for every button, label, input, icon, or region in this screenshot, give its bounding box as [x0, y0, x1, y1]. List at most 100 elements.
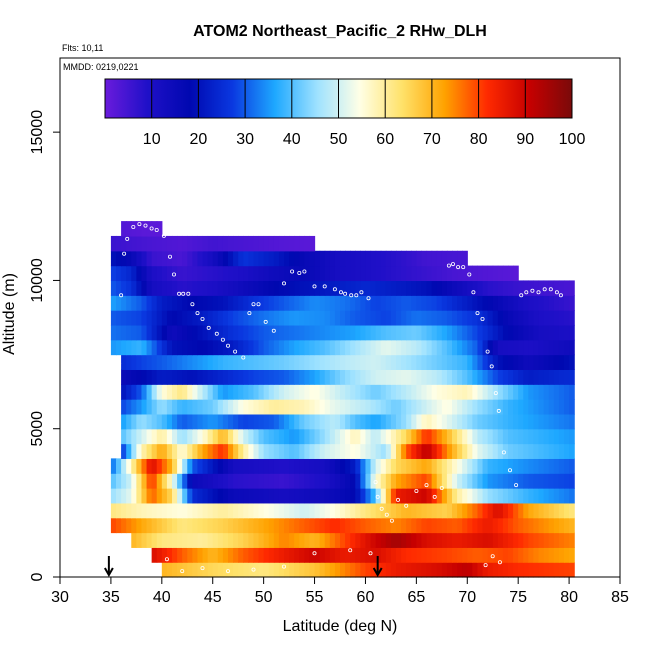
heat-cell	[314, 458, 321, 474]
heat-cell	[212, 473, 219, 489]
heat-cell	[284, 354, 290, 370]
heat-cell	[182, 384, 188, 400]
heat-cell	[136, 310, 143, 326]
heat-cell	[217, 443, 224, 459]
heat-cell	[477, 324, 484, 341]
sample-point	[117, 361, 122, 366]
heat-cell	[416, 280, 423, 296]
heat-cell	[273, 547, 280, 563]
heat-cell	[212, 502, 219, 519]
heat-cell	[411, 473, 417, 489]
heat-cell	[192, 488, 199, 504]
heat-cell	[319, 369, 326, 385]
heat-cell	[233, 547, 239, 563]
heat-cell	[380, 517, 387, 534]
heat-cell	[116, 517, 122, 534]
heat-cell	[202, 562, 209, 578]
heat-cell	[513, 428, 519, 445]
heat-cell	[370, 428, 377, 445]
heat-cell	[207, 532, 214, 548]
heat-cell	[253, 369, 260, 385]
heat-cell	[370, 473, 377, 489]
heat-cell	[217, 413, 224, 430]
heat-cell	[172, 517, 178, 534]
heat-cell	[406, 517, 412, 534]
heat-cell	[523, 295, 529, 311]
heat-cell	[497, 280, 504, 296]
heat-cell	[151, 413, 158, 430]
heat-cell	[253, 280, 260, 296]
heat-cell	[436, 428, 443, 445]
heat-cell	[161, 547, 168, 563]
heat-cell	[329, 502, 336, 519]
heat-cell	[472, 488, 479, 504]
heat-cell	[508, 310, 514, 326]
heat-cell	[411, 295, 417, 311]
heat-cell	[146, 502, 153, 519]
heat-cell	[248, 428, 255, 445]
heat-cell	[161, 428, 168, 445]
heat-cell	[273, 295, 280, 311]
heat-cell	[345, 384, 351, 400]
heat-cell	[299, 280, 305, 296]
heat-cell	[314, 324, 321, 341]
heat-cell	[360, 473, 367, 489]
heat-cell	[477, 310, 484, 326]
heat-cell	[502, 502, 509, 519]
heat-cell	[477, 295, 484, 311]
heat-cell	[263, 324, 270, 341]
heat-cell	[421, 428, 428, 445]
heat-cell	[406, 265, 412, 282]
heat-cell	[278, 339, 285, 356]
heat-cell	[207, 235, 214, 252]
heat-cell	[146, 369, 153, 385]
heat-cell	[345, 502, 351, 519]
heat-cell	[370, 324, 377, 341]
heat-cell	[426, 517, 433, 534]
heat-cell	[416, 399, 423, 415]
heat-cell	[248, 413, 255, 430]
sample-point	[375, 494, 380, 499]
sample-point	[558, 293, 563, 298]
heat-cell	[329, 428, 336, 445]
heat-cell	[212, 369, 219, 385]
heat-cell	[268, 517, 275, 534]
heat-cell	[431, 280, 438, 296]
heat-cell	[263, 265, 270, 282]
heat-cell	[492, 354, 499, 370]
heat-cell	[457, 354, 463, 370]
heat-cell	[309, 265, 316, 282]
heat-cell	[289, 354, 295, 370]
heat-cell	[166, 562, 173, 578]
heat-cell	[446, 562, 453, 578]
heat-cell	[182, 354, 188, 370]
dates-annotation: MMDD: 0219,0221	[63, 62, 139, 72]
heat-cell	[482, 458, 489, 474]
heat-cell	[360, 265, 367, 282]
heat-cell	[309, 295, 316, 311]
heat-cell	[564, 443, 570, 459]
heat-cell	[355, 295, 361, 311]
heat-cell	[299, 399, 305, 415]
heat-cell	[365, 250, 372, 267]
heat-cell	[212, 310, 219, 326]
heat-cell	[177, 473, 183, 489]
heat-cell	[289, 310, 295, 326]
heat-cell	[472, 458, 479, 474]
heat-cell	[228, 280, 234, 296]
heat-cell	[513, 265, 519, 282]
heat-cell	[426, 473, 433, 489]
heat-cell	[228, 250, 234, 267]
heat-cell	[411, 532, 417, 548]
heat-cell	[243, 502, 249, 519]
sample-point	[493, 391, 498, 396]
heat-cell	[284, 250, 290, 267]
heat-cell	[543, 399, 550, 415]
heat-cell	[467, 399, 473, 415]
heat-cell	[228, 413, 234, 430]
heat-cell	[360, 443, 367, 459]
heat-cell	[482, 339, 489, 356]
heat-cell	[207, 384, 214, 400]
heat-cell	[243, 517, 249, 534]
heat-cell	[182, 310, 188, 326]
